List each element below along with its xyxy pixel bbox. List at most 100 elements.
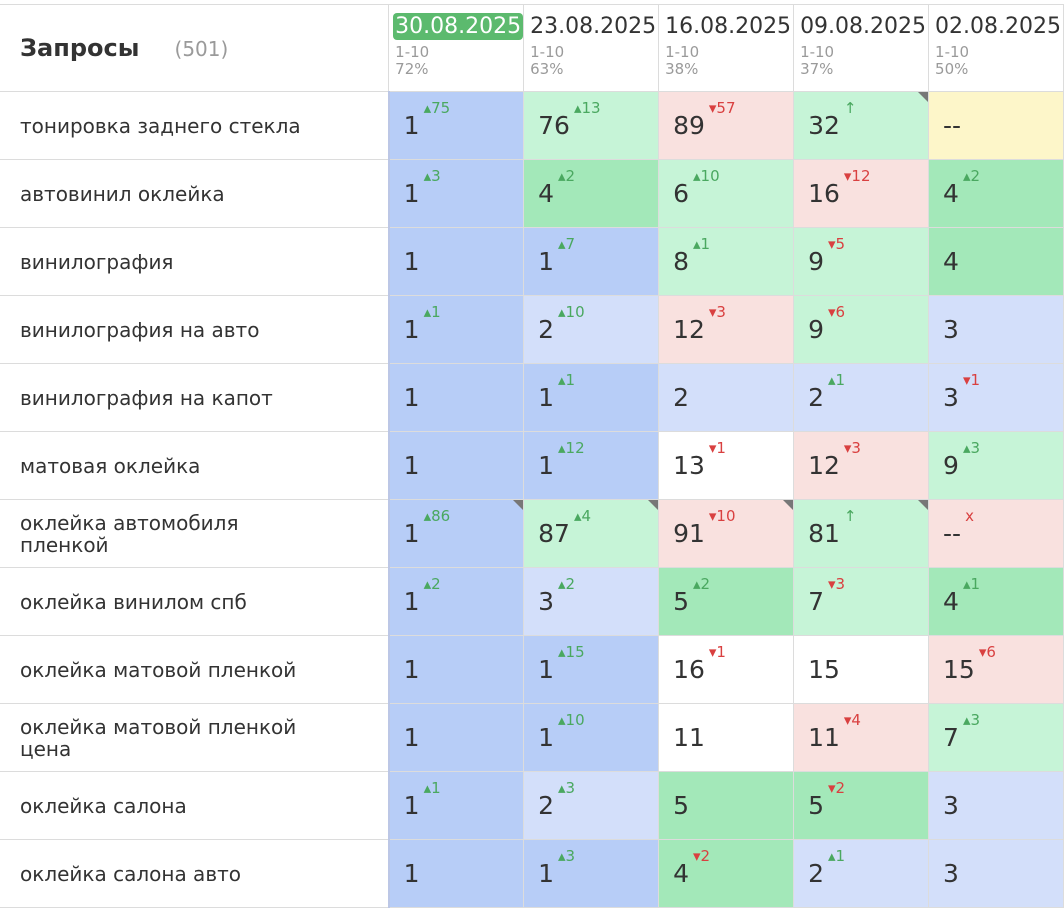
position-change: ↑ <box>843 99 857 117</box>
position-cell[interactable]: 9▴3 <box>928 431 1064 500</box>
range-label: 1-10 <box>395 43 430 61</box>
position-cell[interactable]: 13▾1 <box>658 431 795 500</box>
position-cell[interactable]: 15▾6 <box>928 635 1064 704</box>
keyword-cell[interactable]: оклейка автомобиля пленкой <box>0 499 390 568</box>
position-cell[interactable]: 5▴2 <box>658 567 795 636</box>
position-cell[interactable]: 1▴12 <box>523 431 660 500</box>
position-change: ▴1 <box>558 371 576 389</box>
position-cell[interactable]: 12▾3 <box>658 295 795 364</box>
position-cell[interactable]: 1 <box>387 227 525 296</box>
position-cell[interactable]: 7▾3 <box>793 567 930 636</box>
position-cell[interactable]: 1▴15 <box>523 635 660 704</box>
position-value: 7 <box>943 723 959 752</box>
position-cell[interactable]: 4 <box>928 227 1064 296</box>
position-cell[interactable]: 16▾12 <box>793 159 930 228</box>
position-cell[interactable]: 3▾1 <box>928 363 1064 432</box>
position-cell[interactable]: 15 <box>793 635 930 704</box>
position-cell[interactable]: 4▾2 <box>658 839 795 908</box>
position-cell[interactable]: 1▴3 <box>387 159 525 228</box>
position-cell[interactable]: 2▴1 <box>793 363 930 432</box>
position-cell[interactable]: 2▴3 <box>523 771 660 840</box>
position-change: ▾10 <box>708 507 736 525</box>
position-cell[interactable]: 4▴2 <box>523 159 660 228</box>
position-cell[interactable]: 1▴1 <box>387 295 525 364</box>
keyword-cell[interactable]: тонировка заднего стекла <box>0 91 390 160</box>
position-cell[interactable]: 5 <box>658 771 795 840</box>
position-cell[interactable]: 1 <box>387 839 525 908</box>
position-cell[interactable]: 1▴75 <box>387 91 525 160</box>
position-cell[interactable]: 1▴1 <box>523 363 660 432</box>
position-cell[interactable]: 8▴1 <box>658 227 795 296</box>
position-change: ▴4 <box>573 507 592 525</box>
date-column-header[interactable]: 30.08.2025 1-10 72% <box>388 4 525 92</box>
keyword-cell[interactable]: оклейка салона авто <box>0 839 390 908</box>
queries-header[interactable]: Запросы (501) <box>0 4 390 92</box>
position-cell[interactable]: 1 <box>387 431 525 500</box>
keyword-cell[interactable]: матовая оклейка <box>0 431 390 500</box>
position-cell[interactable]: 12▾3 <box>793 431 930 500</box>
position-value: 3 <box>943 791 959 820</box>
position-cell[interactable]: 1▴2 <box>387 567 525 636</box>
position-value: 15 <box>943 655 975 684</box>
date-column-header[interactable]: 02.08.2025 1-10 50% <box>928 4 1064 92</box>
position-cell[interactable]: 2▴1 <box>793 839 930 908</box>
position-cell[interactable]: 1▴1 <box>387 771 525 840</box>
keyword-cell[interactable]: винилография на капот <box>0 363 390 432</box>
keyword-cell[interactable]: оклейка матовой пленкой цена <box>0 703 390 772</box>
position-change: ▴3 <box>558 847 576 865</box>
position-cell[interactable]: 3▴2 <box>523 567 660 636</box>
position-cell[interactable]: 81↑ <box>793 499 930 568</box>
position-cell[interactable]: 11 <box>658 703 795 772</box>
corner-marker-icon <box>648 500 659 510</box>
position-change: ▴1 <box>693 235 711 253</box>
position-cell[interactable]: 3 <box>928 771 1064 840</box>
position-cell[interactable]: 89▾57 <box>658 91 795 160</box>
date-column-header[interactable]: 09.08.2025 1-10 37% <box>793 4 930 92</box>
position-cell[interactable]: 5▾2 <box>793 771 930 840</box>
position-cell[interactable]: 87▴4 <box>523 499 660 568</box>
position-cell[interactable]: 4▴1 <box>928 567 1064 636</box>
position-cell[interactable]: 1▴86 <box>387 499 525 568</box>
position-cell[interactable]: 7▴3 <box>928 703 1064 772</box>
position-cell[interactable]: 6▴10 <box>658 159 795 228</box>
keyword-cell[interactable]: оклейка салона <box>0 771 390 840</box>
position-cell[interactable]: 2 <box>658 363 795 432</box>
position-cell[interactable]: 3 <box>928 839 1064 908</box>
position-value: 16 <box>673 655 705 684</box>
keyword-cell[interactable]: оклейка винилом спб <box>0 567 390 636</box>
position-cell[interactable]: 11▾4 <box>793 703 930 772</box>
position-change: ▴1 <box>423 303 441 321</box>
position-cell[interactable]: 4▴2 <box>928 159 1064 228</box>
date-column-header[interactable]: 23.08.2025 1-10 63% <box>523 4 660 92</box>
keyword-cell[interactable]: винилография <box>0 227 390 296</box>
position-cell[interactable]: 1 <box>387 703 525 772</box>
position-cell[interactable]: 76▴13 <box>523 91 660 160</box>
position-value: 6 <box>673 179 689 208</box>
position-cell[interactable]: -- <box>928 91 1064 160</box>
keyword-cell[interactable]: винилография на авто <box>0 295 390 364</box>
position-value: 1 <box>538 247 555 276</box>
keyword-cell[interactable]: автовинил оклейка <box>0 159 390 228</box>
position-cell[interactable]: 9▾6 <box>793 295 930 364</box>
position-cell[interactable]: 2▴10 <box>523 295 660 364</box>
position-cell[interactable]: 3 <box>928 295 1064 364</box>
position-cell[interactable]: 91▾10 <box>658 499 795 568</box>
visibility-percent: 72% <box>395 60 429 78</box>
position-cell[interactable]: --x <box>928 499 1064 568</box>
position-cell[interactable]: 9▾5 <box>793 227 930 296</box>
position-change: ▾1 <box>708 439 726 457</box>
position-cell[interactable]: 1 <box>387 635 525 704</box>
position-value: 5 <box>673 791 689 820</box>
position-change: ▾12 <box>843 167 871 185</box>
position-cell[interactable]: 32↑ <box>793 91 930 160</box>
position-cell[interactable]: 1▴10 <box>523 703 660 772</box>
position-cell[interactable]: 1▴7 <box>523 227 660 296</box>
position-value: 1 <box>403 519 420 548</box>
corner-marker-icon <box>918 500 929 510</box>
position-cell[interactable]: 1▴3 <box>523 839 660 908</box>
position-cell[interactable]: 1 <box>387 363 525 432</box>
date-column-header[interactable]: 16.08.2025 1-10 38% <box>658 4 795 92</box>
position-cell[interactable]: 16▾1 <box>658 635 795 704</box>
keyword-cell[interactable]: оклейка матовой пленкой <box>0 635 390 704</box>
range-label: 1-10 <box>665 43 700 61</box>
